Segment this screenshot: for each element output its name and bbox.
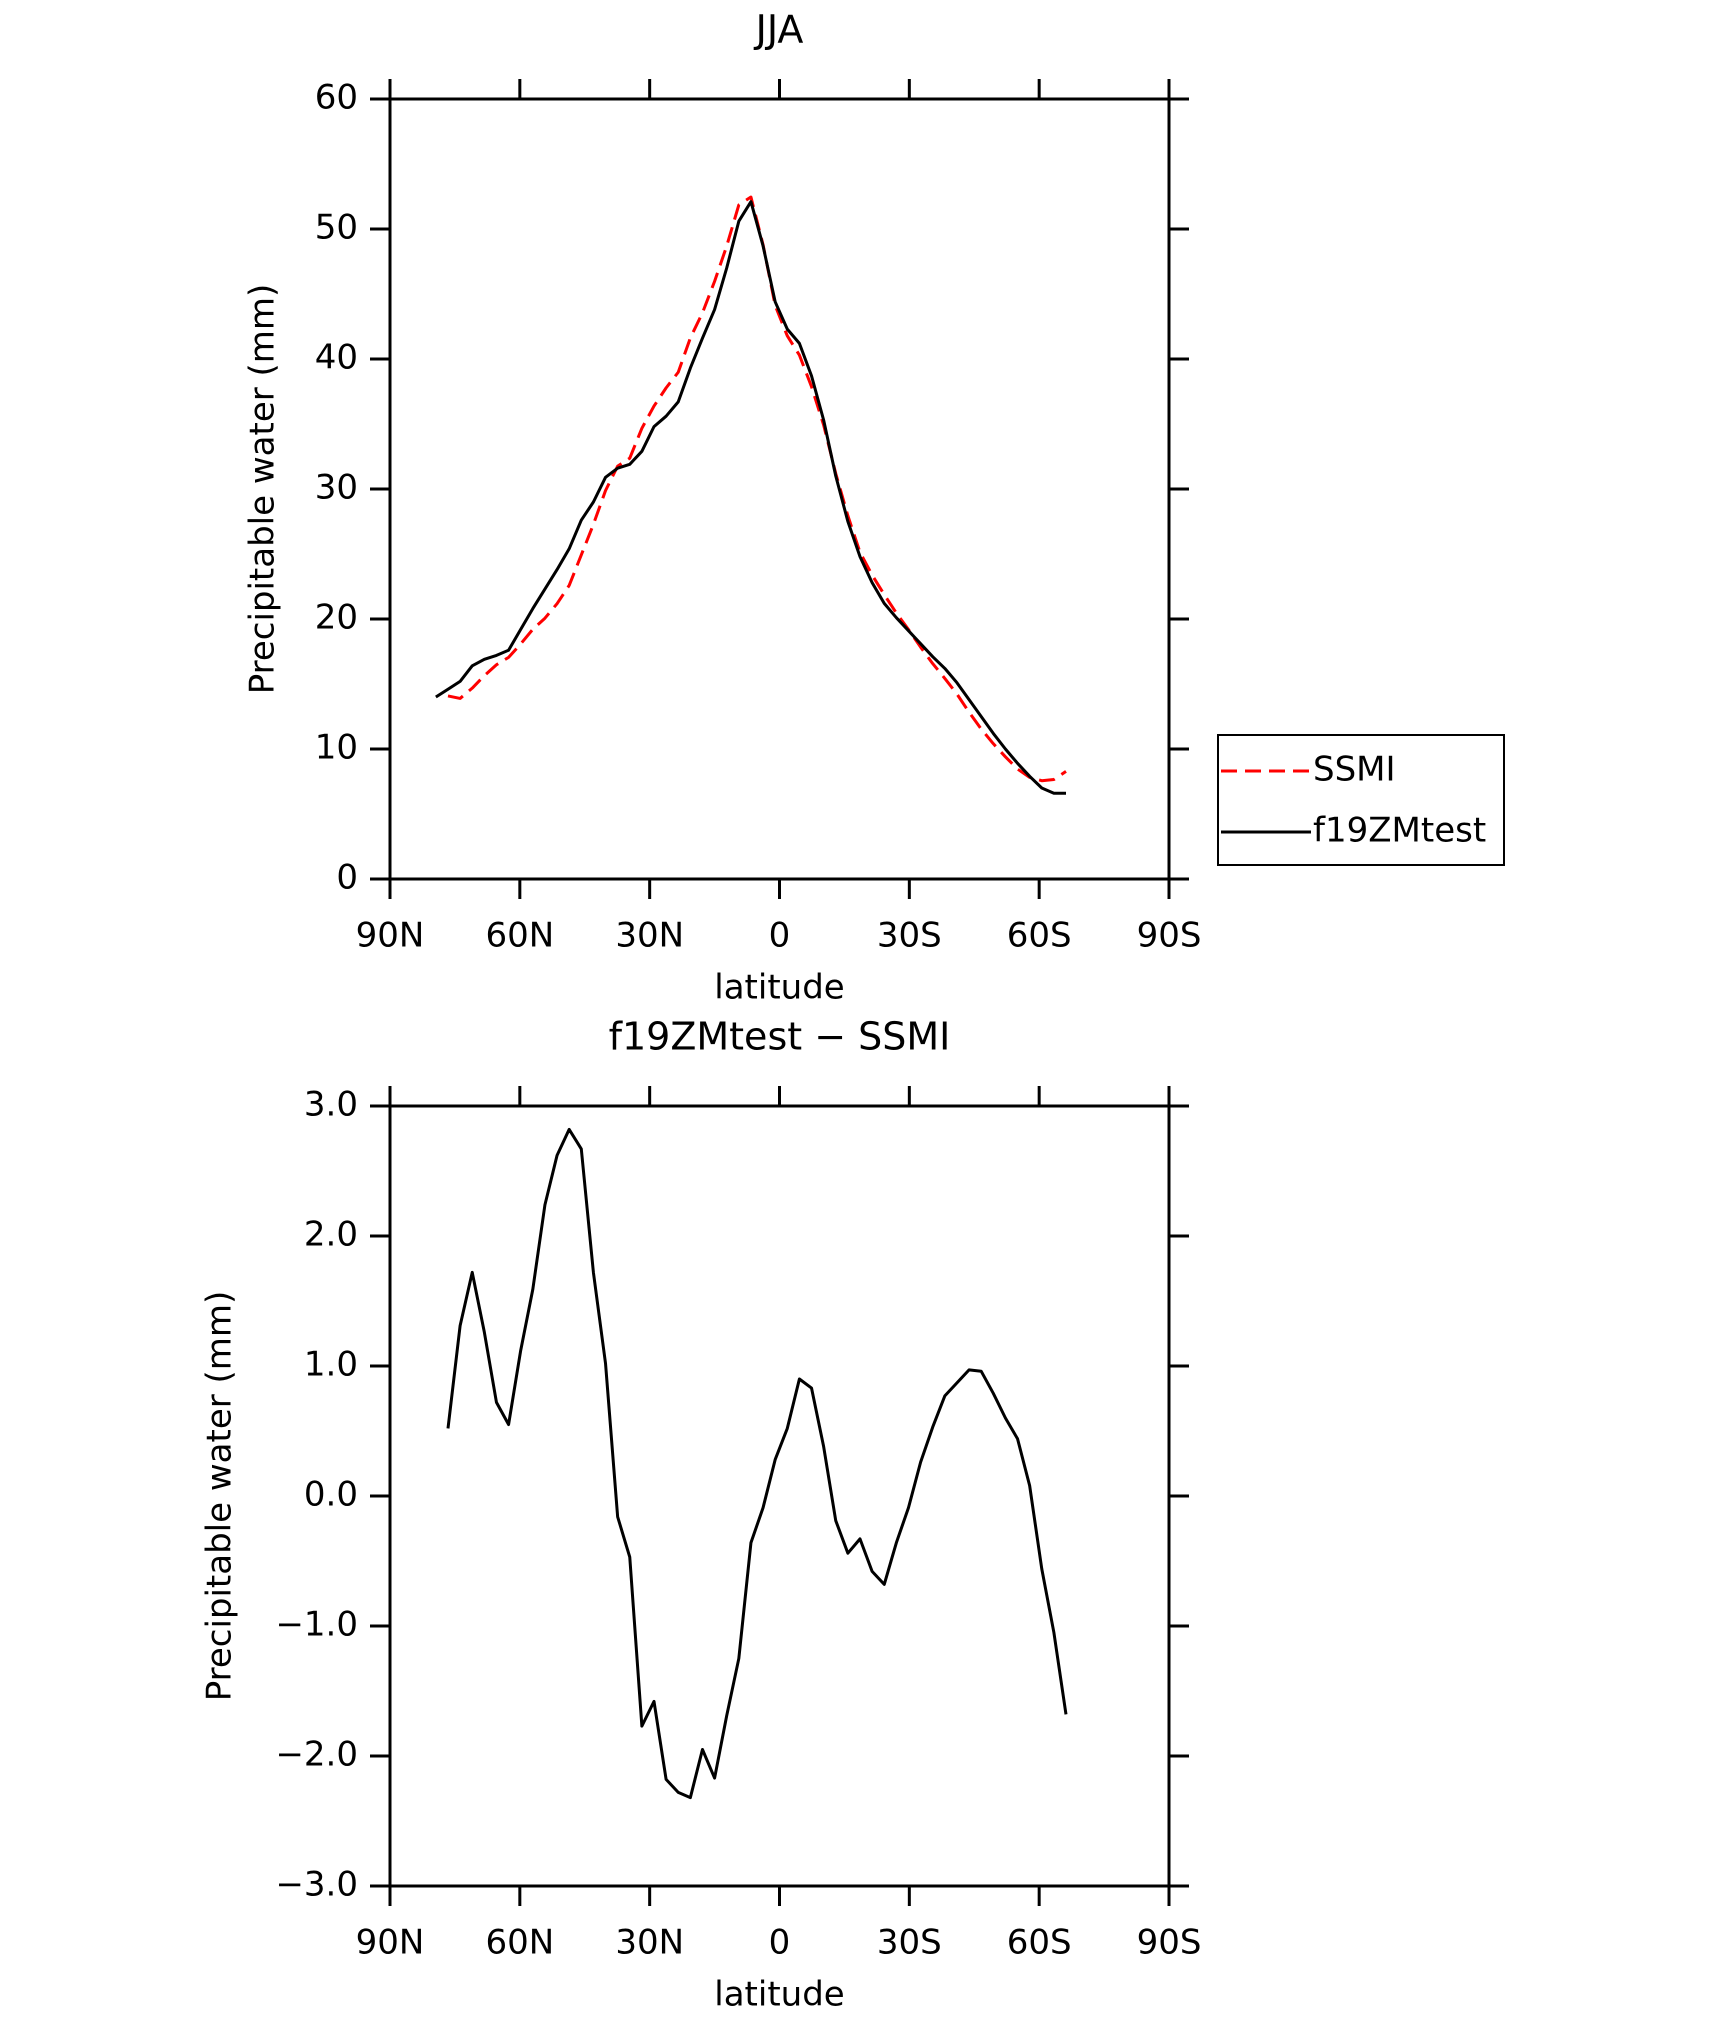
x-tick-label: 90S xyxy=(1137,1923,1202,1963)
x-tick-label: 0 xyxy=(769,916,791,956)
y-tick-label: 30 xyxy=(315,468,358,508)
legend-label: f19ZMtest xyxy=(1313,811,1486,851)
y-tick-label: −3.0 xyxy=(275,1865,358,1905)
y-tick-label: 60 xyxy=(315,78,358,118)
x-tick-label: 60N xyxy=(485,916,554,956)
x-tick-label: 30S xyxy=(877,916,942,956)
y-axis-label: Precipitable water (mm) xyxy=(200,1291,240,1702)
y-tick-label: 0.0 xyxy=(304,1475,358,1515)
x-tick-label: 30N xyxy=(615,916,684,956)
y-tick-label: 1.0 xyxy=(304,1345,358,1385)
chart-title: JJA xyxy=(754,8,804,52)
x-tick-label: 90N xyxy=(356,916,425,956)
y-tick-label: 2.0 xyxy=(304,1215,358,1255)
y-tick-label: −1.0 xyxy=(275,1605,358,1645)
data-line xyxy=(446,1127,1068,1800)
y-tick-label: 10 xyxy=(315,728,358,768)
x-tick-label: 60S xyxy=(1007,916,1072,956)
x-tick-label: 30N xyxy=(615,1923,684,1963)
y-tick-label: 40 xyxy=(315,338,358,378)
plot-frame xyxy=(388,97,1171,881)
data-line xyxy=(435,200,1066,795)
y-tick-label: −2.0 xyxy=(275,1735,358,1775)
y-axis-label: Precipitable water (mm) xyxy=(243,284,283,695)
y-tick-label: 0 xyxy=(336,858,358,898)
legend-label: SSMI xyxy=(1313,750,1396,790)
x-tick-label: 60S xyxy=(1007,1923,1072,1963)
y-tick-label: 3.0 xyxy=(304,1085,358,1125)
y-tick-label: 20 xyxy=(315,598,358,638)
plot-frame xyxy=(388,1104,1171,1888)
x-tick-label: 90N xyxy=(356,1923,425,1963)
data-line xyxy=(447,195,1067,783)
chart-title: f19ZMtest − SSMI xyxy=(609,1015,951,1059)
y-tick-label: 50 xyxy=(315,208,358,248)
x-axis-label: latitude xyxy=(714,968,844,1008)
x-axis-label: latitude xyxy=(714,1975,844,2015)
x-tick-label: 30S xyxy=(877,1923,942,1963)
x-tick-label: 60N xyxy=(485,1923,554,1963)
x-tick-label: 90S xyxy=(1137,916,1202,956)
x-tick-label: 0 xyxy=(769,1923,791,1963)
legend-box xyxy=(1217,734,1505,866)
